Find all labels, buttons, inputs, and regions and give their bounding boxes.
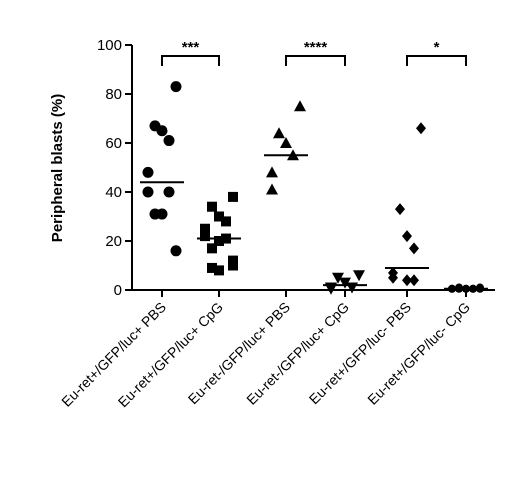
significance-bracket [406,55,467,66]
x-tick-label: Eu-ret+/GFP/luc- CpG [364,299,473,408]
dot [163,186,175,198]
dot [163,135,175,147]
dot [294,100,306,112]
dot [273,127,285,139]
dot [332,272,344,284]
y-tick-label: 60 [105,135,122,152]
dot [142,166,154,178]
dot [409,274,419,287]
significance-label: *** [182,39,200,56]
dot [388,271,398,284]
dot [353,270,365,282]
x-tick-label: Eu-ret+/GFP/luc- PBS [306,299,414,407]
dot [228,191,238,202]
dot [266,183,278,195]
dot [266,166,278,178]
dot [214,265,224,276]
dot [207,262,217,273]
dot [207,243,217,254]
dot [156,125,168,137]
dot [142,186,154,198]
y-axis-label: Peripheral blasts (%) [49,94,66,242]
dot [409,242,419,255]
significance-bracket [285,55,346,66]
y-tick-label: 20 [105,233,122,250]
dot [416,122,426,135]
significance-label: **** [304,39,328,56]
dot [207,201,217,212]
y-tick-label: 100 [97,37,122,54]
x-tick-label: Eu-ret+/GFP/luc+ PBS [58,299,169,410]
dot [402,274,412,287]
y-tick-label: 40 [105,184,122,201]
dot [200,231,210,242]
dot [214,236,224,246]
dot [339,277,351,289]
dot [200,223,210,234]
y-tick-label: 80 [105,86,122,103]
dot [170,245,182,257]
dot [221,216,231,227]
significance-bracket [161,55,220,66]
dot [325,283,337,295]
dot [402,230,412,243]
dot [395,203,405,216]
y-tick-label: 0 [114,282,122,299]
x-tick-label: Eu-ret-/GFP/luc+ CpG [243,299,352,408]
dot [228,260,238,271]
dot [214,211,224,222]
dot [149,208,161,220]
significance-label: * [434,39,440,56]
dot [280,137,292,148]
dot [170,81,182,93]
